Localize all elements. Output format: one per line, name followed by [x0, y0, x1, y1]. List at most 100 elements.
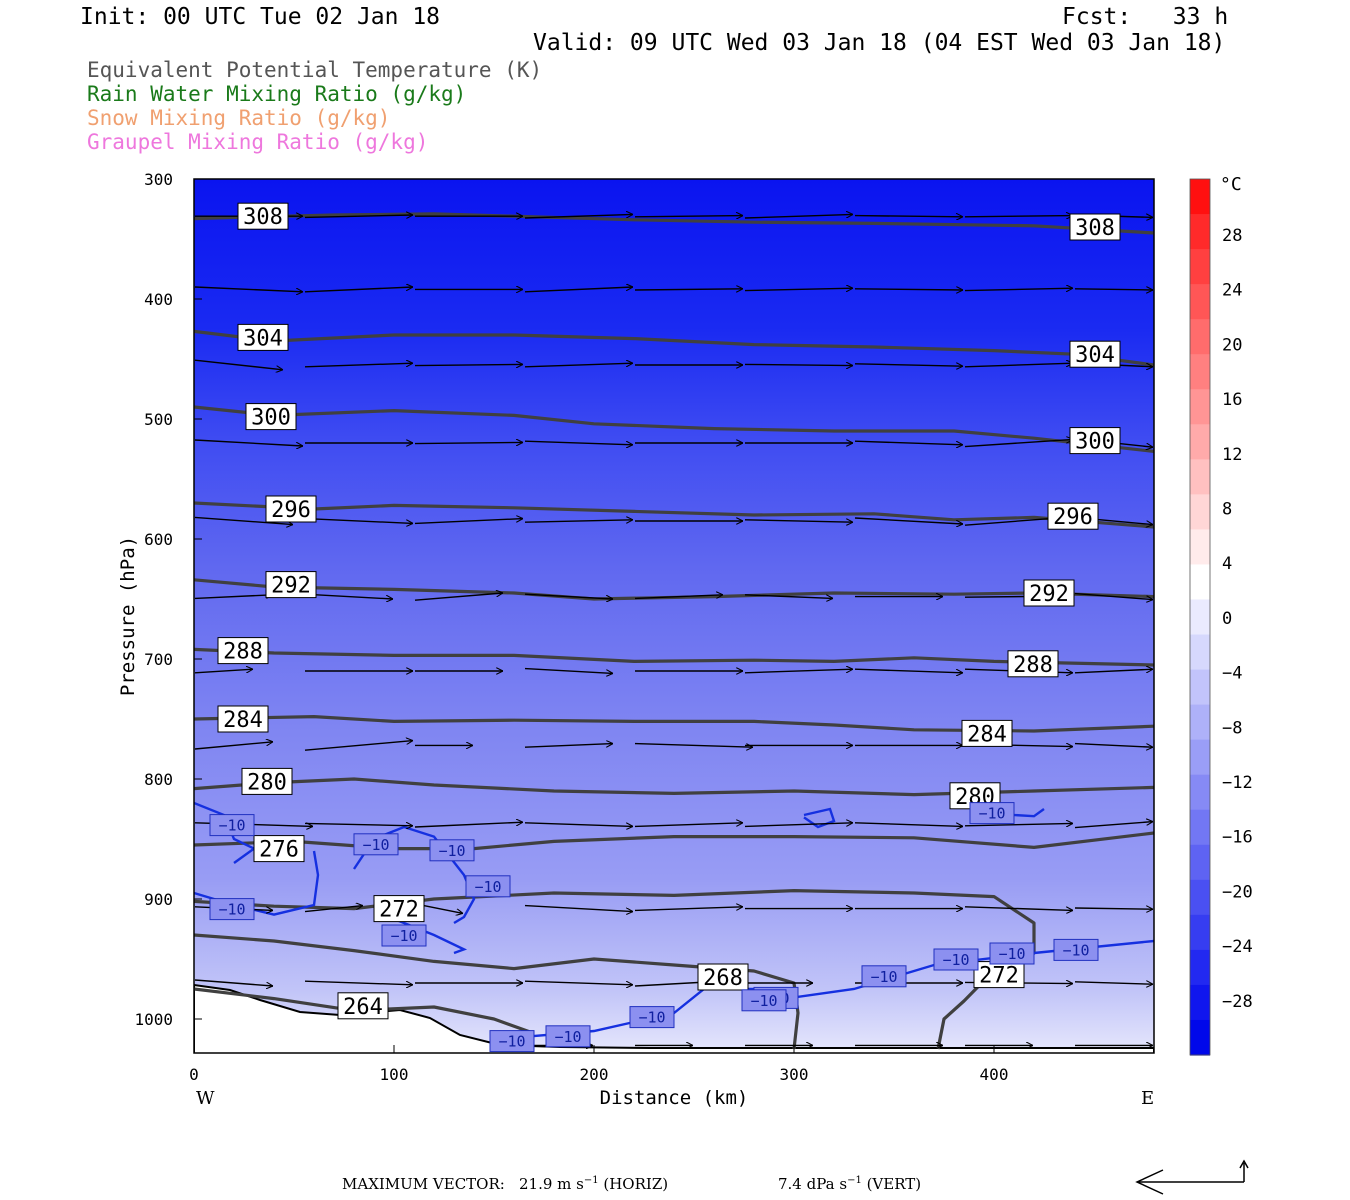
colorbar-tick-label: 20: [1222, 335, 1242, 355]
temperature-label: −10: [750, 992, 777, 1010]
colorbar-unit: °C: [1220, 174, 1242, 195]
horiz-value: 21.9 m s: [519, 1175, 584, 1193]
wind-vector: [524, 980, 633, 985]
theta-e-label-308: 308: [243, 205, 283, 230]
contour-labels: 308 308 304 304 300 300 296 296 292 292 288 288 284 2…: [209, 202, 1121, 1053]
wind-vector: [964, 288, 1073, 290]
theta-e-label-296: 296: [1053, 505, 1093, 530]
colorbar-tick-label: −20: [1222, 882, 1253, 902]
max-vector-vert: 7.4 dPa s−1 (VERT): [778, 1175, 921, 1193]
theta-e-label-276: 276: [259, 838, 299, 863]
theta-e-label-296: 296: [271, 498, 311, 523]
colorbar-tick-label: −24: [1222, 937, 1253, 957]
temperature-label: −10: [362, 836, 389, 854]
temperature-label-box: [969, 802, 1015, 825]
theta-e-label-box: [217, 705, 269, 733]
wind-vector: [524, 822, 633, 827]
theta-e-label-box: [1069, 213, 1121, 241]
wind-vector: [414, 364, 523, 365]
vert-value: 7.4 dPa s: [778, 1175, 848, 1193]
wind-vector: [194, 979, 273, 986]
wind-vector: [634, 823, 743, 828]
wind-vector: [854, 822, 963, 827]
colorbar-swatch: [1190, 634, 1210, 671]
theta-e-label-268: 268: [703, 966, 743, 991]
theta-e-label-box: [265, 495, 317, 523]
theta-e-label-288: 288: [223, 640, 263, 665]
colorbar-swatch: [1190, 1019, 1210, 1056]
temperature-label-box: [209, 814, 255, 837]
theta-e-label-box: [1007, 650, 1059, 678]
theta-e-label-272: 272: [979, 964, 1019, 989]
colorbar: °C 28 24 20 16 12 8 4 0 −4 −8 −12 −16 −20 −24 −28: [1189, 174, 1253, 1056]
wind-vector: [854, 668, 963, 673]
colorbar-swatch: [1190, 214, 1210, 250]
y-tick-label: 800: [144, 770, 173, 789]
x-right-end-label: E: [1141, 1088, 1154, 1109]
horiz-tag: (HORIZ): [598, 1175, 669, 1193]
wind-vector: [744, 594, 833, 599]
wind-vector: [524, 904, 633, 912]
wind-vector: [524, 363, 633, 368]
wind-vector: [964, 439, 1073, 448]
temperature-label-box: [933, 948, 979, 971]
y-tick-label: 1000: [134, 1010, 173, 1029]
colorbar-tick-label: −4: [1222, 664, 1242, 684]
wind-vector: [1074, 592, 1153, 600]
wind-vector: [414, 593, 503, 601]
temperature-label-box: [209, 898, 255, 921]
wind-vector: [524, 520, 633, 522]
wind-vector: [744, 288, 853, 290]
wind-vector: [854, 364, 963, 366]
colorbar-swatch: [1190, 984, 1210, 1021]
temperature-label-box: [861, 965, 907, 988]
colorbar-tick-label: −12: [1222, 773, 1253, 793]
theta-e-contour-276: [194, 831, 1154, 851]
wind-vector: [634, 216, 743, 217]
colorbar-tick-label: 4: [1222, 554, 1232, 574]
theta-e-label-box: [373, 895, 425, 923]
wind-vector: [304, 906, 363, 913]
colorbar-tick-label: 24: [1222, 281, 1242, 301]
theta-e-label-box: [237, 202, 289, 230]
wind-vector: [634, 595, 723, 600]
temperature-label: −10: [218, 817, 245, 835]
valid-time: Valid: 09 UTC Wed 03 Jan 18 (04 EST Wed …: [533, 30, 1226, 56]
theta-e-label-box: [253, 835, 305, 863]
wind-vector: [304, 215, 413, 217]
wind-vector: [744, 520, 853, 522]
wind-vector: [524, 744, 613, 748]
x-tick-label: 0: [189, 1065, 199, 1084]
wind-vector: [1074, 669, 1153, 674]
temperature-label-box: [381, 924, 427, 947]
wind-vector: [634, 742, 753, 748]
theta-e-label-box: [1069, 427, 1121, 455]
temperature-label-box: [429, 839, 475, 862]
temperature-label: −10: [1062, 941, 1089, 959]
wind-vector: [524, 440, 633, 445]
wind-vector: [1074, 289, 1153, 290]
horiz-exponent: −1: [583, 1175, 599, 1186]
x-tick-label: 200: [580, 1065, 609, 1084]
temperature-label-box: [489, 1030, 535, 1053]
wind-vector: [964, 823, 1073, 825]
colorbar-tick-label: −16: [1222, 828, 1253, 848]
theta-e-label-292: 292: [271, 574, 311, 599]
vert-tag: (VERT): [861, 1175, 922, 1193]
theta-e-label-box: [961, 719, 1013, 747]
colorbar-swatch: [1190, 949, 1210, 986]
wind-vector: [194, 359, 283, 370]
wind-vector: [854, 440, 963, 445]
wind-vector: [634, 907, 743, 912]
temperature-label-box: [629, 1006, 675, 1029]
colorbar-swatch: [1190, 179, 1210, 215]
vert-exponent: −1: [847, 1175, 862, 1186]
field-rain-water: Rain Water Mixing Ratio (g/kg): [87, 82, 467, 106]
temperature-label: −10: [942, 951, 969, 969]
wind-vector: [744, 214, 853, 219]
wind-vector: [964, 216, 1073, 217]
temperature-label: −10: [870, 968, 897, 986]
wind-vector: [964, 906, 1073, 911]
theta-e-label-300: 300: [1075, 430, 1115, 455]
